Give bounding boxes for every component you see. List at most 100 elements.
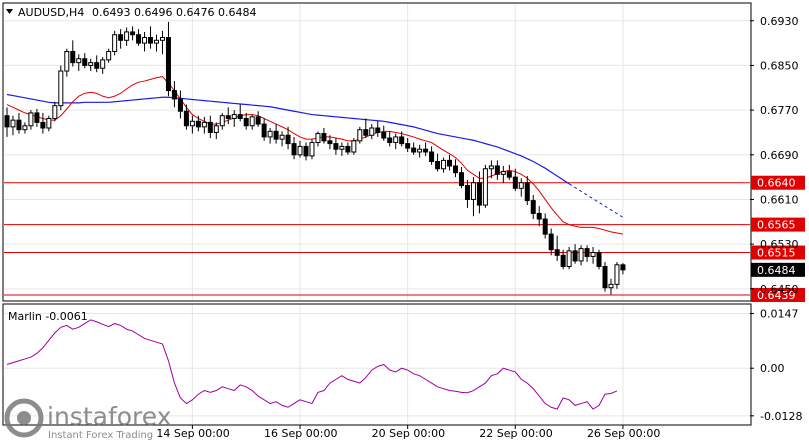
candle-body-bear xyxy=(560,254,566,267)
candle xyxy=(171,81,177,108)
candle xyxy=(447,154,453,171)
candle-body-bear xyxy=(411,147,417,153)
candle-body-bear xyxy=(447,159,453,167)
candle xyxy=(584,245,590,263)
candle-body-bear xyxy=(321,133,327,142)
candle-body-bull xyxy=(106,50,112,61)
candle-body-bull xyxy=(518,182,524,189)
red-moving-average xyxy=(6,76,624,235)
candle-body-bear xyxy=(512,176,518,189)
candle-body-bear xyxy=(70,50,76,64)
candle xyxy=(255,111,261,127)
candle xyxy=(596,249,602,270)
candle-body-bull xyxy=(357,129,363,142)
candle xyxy=(22,122,28,134)
candle xyxy=(124,27,130,46)
candle-body-bear xyxy=(375,127,381,133)
candle xyxy=(82,53,88,69)
blue-moving-average xyxy=(6,93,570,185)
level-label: 0.6439 xyxy=(757,289,796,302)
candle xyxy=(249,114,255,130)
candle-body-bear xyxy=(94,62,100,69)
dropdown-triangle-icon[interactable] xyxy=(6,9,13,14)
candle xyxy=(572,244,578,264)
candle-body-bear xyxy=(130,31,136,36)
candle-body-bull xyxy=(201,121,207,128)
candle xyxy=(470,177,476,217)
osc-tick-label: 0.00 xyxy=(760,362,785,375)
candle xyxy=(554,235,560,261)
candle-body-bull xyxy=(488,165,494,170)
candle xyxy=(393,133,399,150)
candle xyxy=(112,30,118,56)
candle xyxy=(16,112,22,134)
candle xyxy=(423,142,429,156)
candle-body-bull xyxy=(100,59,106,69)
candle-body-bear xyxy=(273,130,279,140)
candle-body-bear xyxy=(34,112,40,123)
candle-body-bull xyxy=(590,252,596,257)
candle xyxy=(34,108,40,127)
candle xyxy=(58,65,64,111)
candle xyxy=(590,246,596,264)
candle-body-bear xyxy=(327,140,333,145)
candle xyxy=(285,126,291,150)
candle xyxy=(52,101,58,122)
candle xyxy=(261,118,267,141)
candle xyxy=(76,54,82,72)
candle xyxy=(291,136,297,160)
candle-body-bear xyxy=(423,148,429,153)
marlin-line xyxy=(6,319,618,410)
candle xyxy=(207,115,213,139)
candle-body-bull xyxy=(393,136,399,144)
price-tick-label: 0.6450 xyxy=(760,283,799,296)
candle xyxy=(536,206,542,227)
candle-body-bear xyxy=(596,252,602,267)
candle xyxy=(225,107,231,125)
instaforex-logo: instaforex Instant Forex Trading xyxy=(4,398,172,441)
candle xyxy=(435,153,441,172)
candle xyxy=(602,262,608,292)
oscillator-axis: 0.0147 0.00 -0.0128 xyxy=(750,308,802,423)
candle-body-bull xyxy=(315,133,321,144)
level-label-box xyxy=(751,175,805,190)
candle-body-bear xyxy=(148,37,154,44)
candle-body-bear xyxy=(165,37,171,92)
candle-body-bull xyxy=(159,37,165,41)
level-label-box xyxy=(751,245,805,260)
time-tick-label: 14 Sep 00:00 xyxy=(156,427,229,440)
candle xyxy=(189,115,195,134)
price-tick-label: 0.6690 xyxy=(760,149,799,162)
candle xyxy=(494,160,500,180)
candle xyxy=(614,262,620,289)
candle xyxy=(237,104,243,122)
candle xyxy=(417,144,423,158)
time-tick-label: 26 Sep 00:00 xyxy=(587,427,660,440)
osc-tick-label: -0.0128 xyxy=(760,410,802,423)
candle-body-bull xyxy=(112,34,118,52)
candle xyxy=(620,263,626,275)
candle-body-bull xyxy=(566,250,572,267)
candle xyxy=(88,58,94,72)
candle-body-bear xyxy=(554,249,560,256)
price-tick-label: 0.6770 xyxy=(760,104,799,117)
candle xyxy=(488,160,494,179)
moving-averages xyxy=(6,76,624,235)
price-axis: 0.6930 0.6850 0.6770 0.6690 0.6610 0.6530 0.64… xyxy=(750,15,799,296)
candle xyxy=(106,48,112,63)
candle-body-bear xyxy=(207,121,213,133)
candle xyxy=(369,124,375,140)
candle-body-bear xyxy=(136,34,142,44)
candle xyxy=(231,110,237,127)
level-label-box xyxy=(751,287,805,302)
candle xyxy=(130,26,136,41)
candle xyxy=(530,195,536,220)
candle xyxy=(524,176,530,206)
candle xyxy=(165,21,171,97)
candle-body-bear xyxy=(285,134,291,145)
candle-body-bull xyxy=(219,115,225,127)
candle xyxy=(64,48,70,77)
candle xyxy=(464,179,470,208)
candle-body-bear xyxy=(171,90,177,100)
watermark-brand: instaforex xyxy=(47,402,172,431)
